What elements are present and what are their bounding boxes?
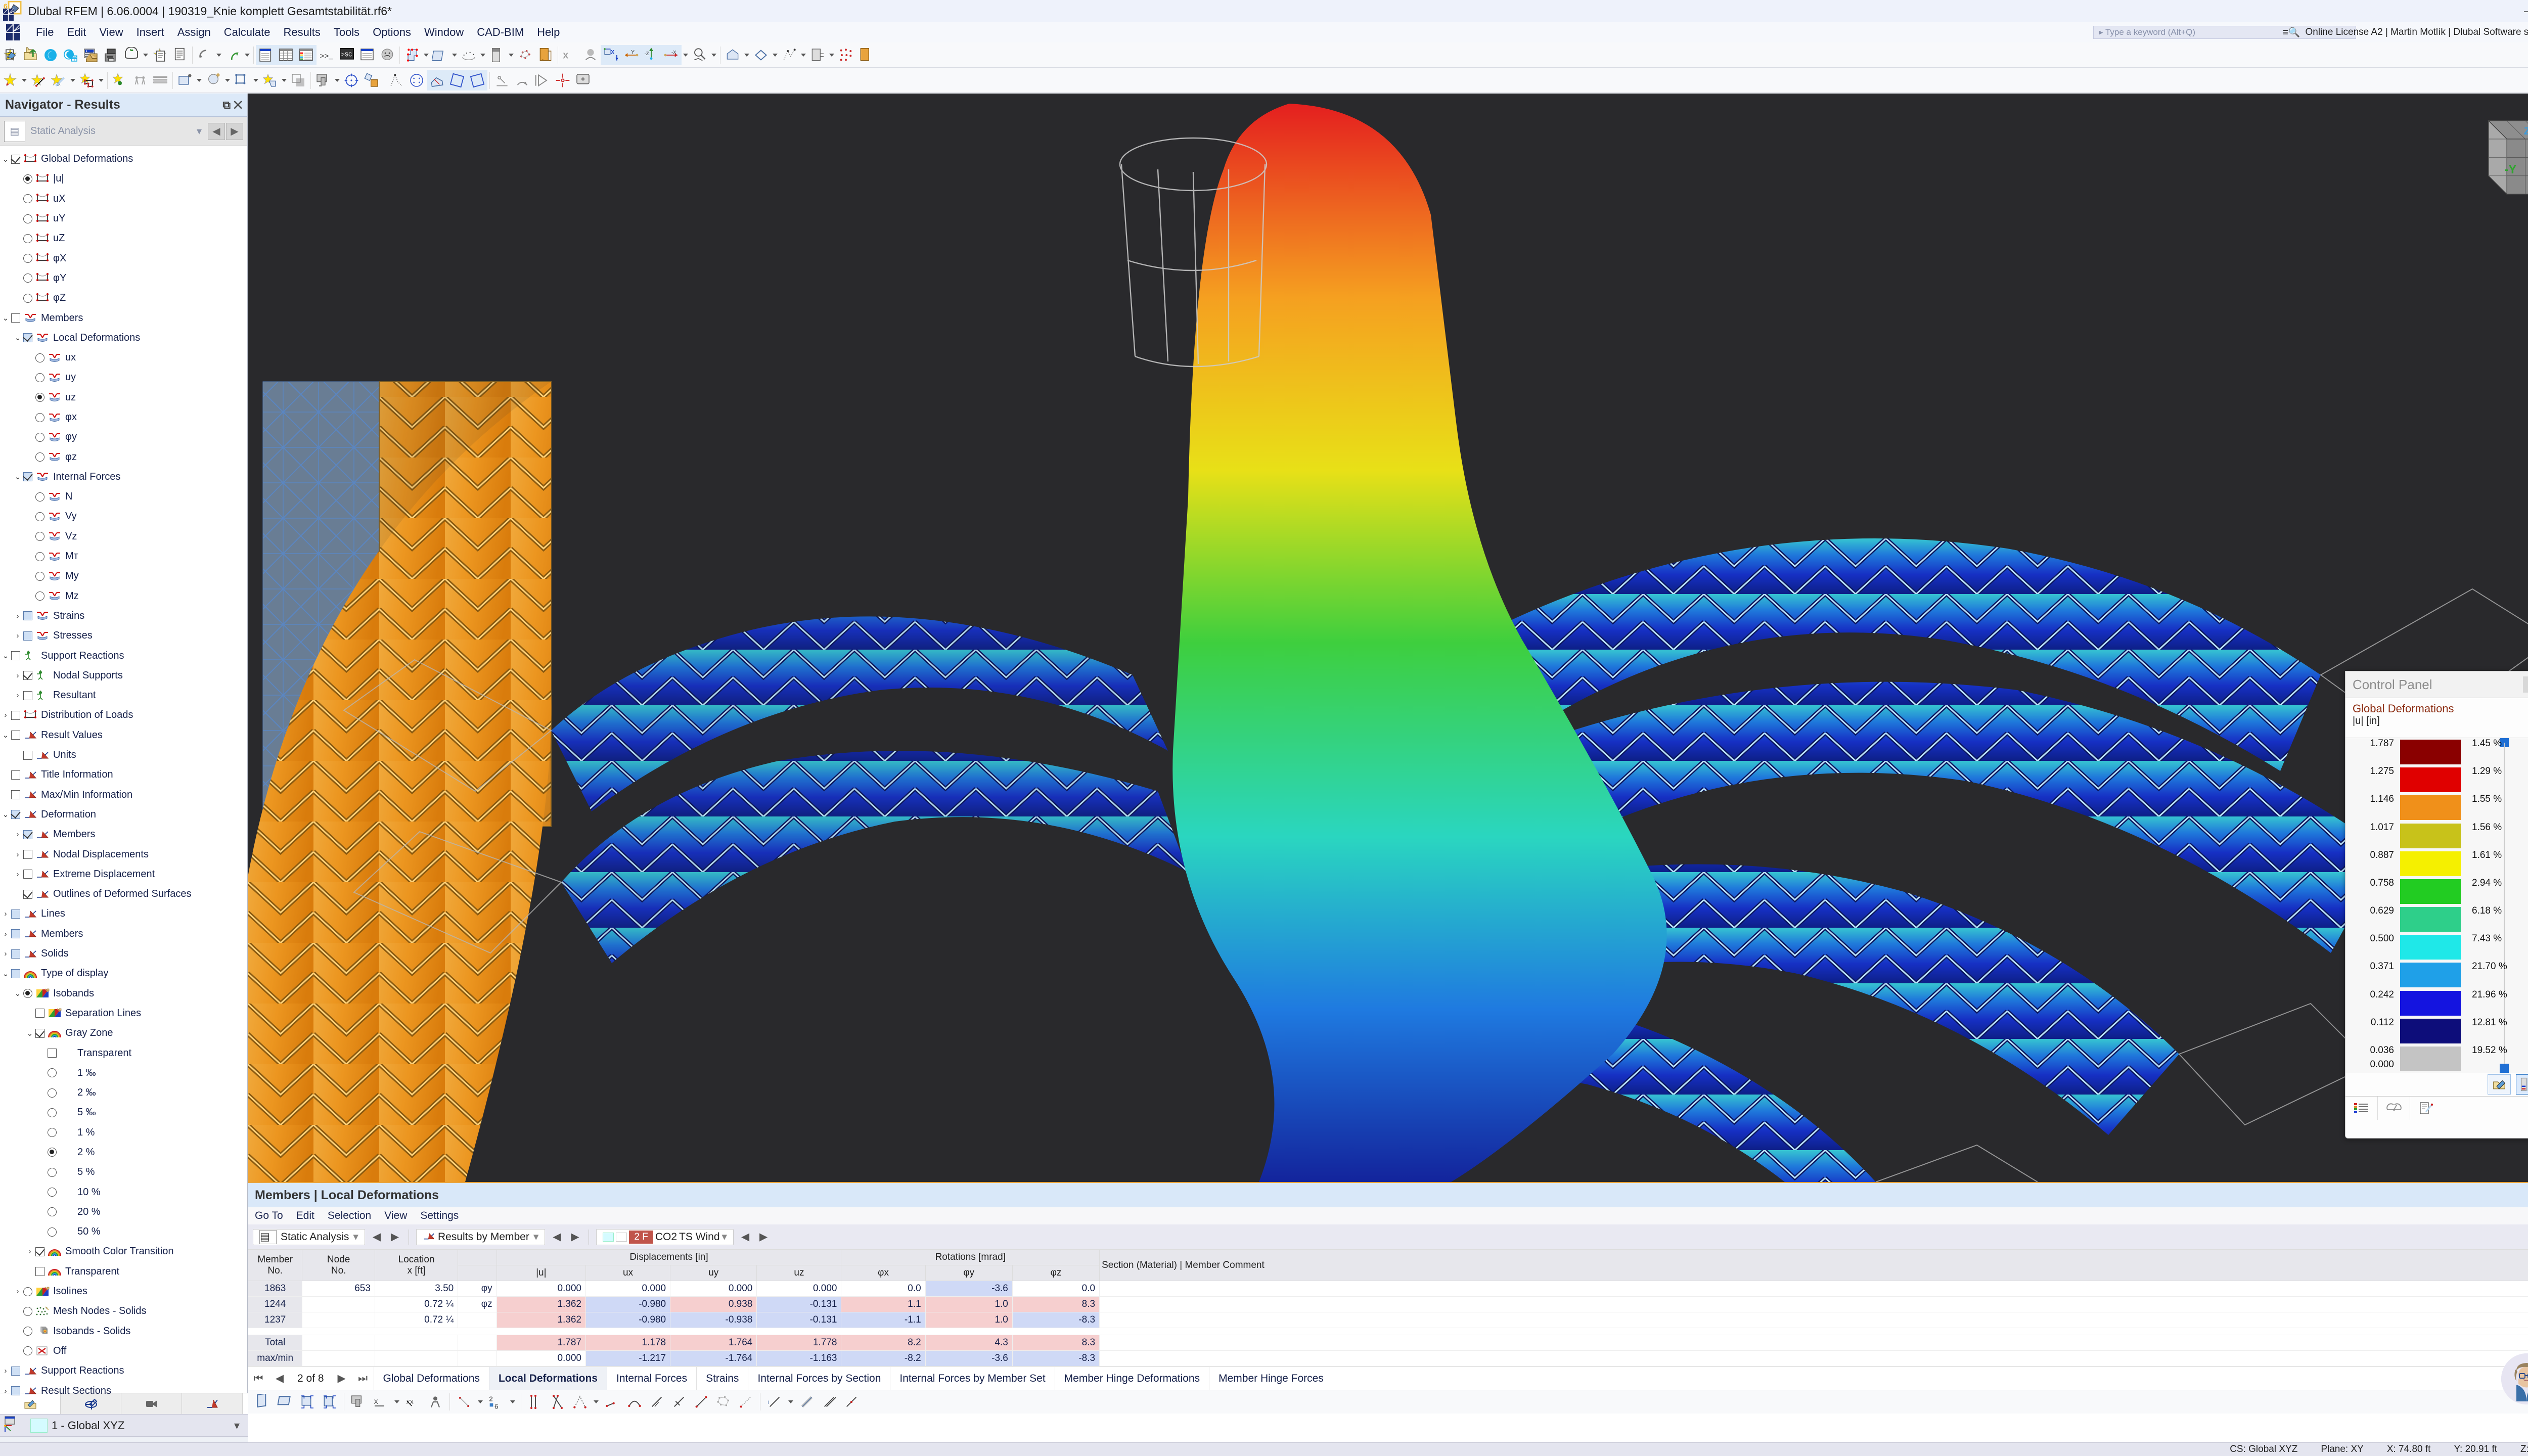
svg-text:X: X (563, 52, 568, 60)
svg-text:-Z: -Z (645, 51, 649, 56)
svg-text:X: X (374, 1398, 378, 1405)
svg-text:6: 6 (494, 1402, 498, 1410)
svg-text:-X: -X (671, 50, 676, 55)
svg-text:I: I (57, 81, 60, 87)
svg-text:>SC: >SC (341, 51, 352, 58)
svg-text:-Y: -Y (2505, 163, 2517, 176)
svg-text:X: X (611, 49, 615, 55)
svg-text:I: I (768, 1400, 770, 1405)
svg-text:Z-: Z- (2524, 126, 2528, 137)
svg-text:>>_: >>_ (320, 53, 334, 61)
svg-text:Y: Y (631, 49, 635, 55)
svg-text:2: 2 (489, 1395, 492, 1403)
